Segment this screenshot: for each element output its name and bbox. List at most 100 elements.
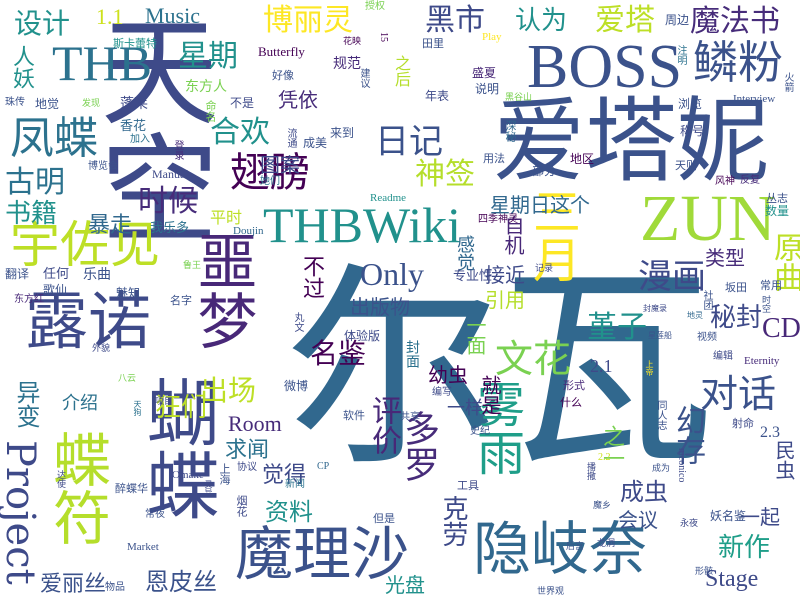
word-youchong: 幼虫	[428, 363, 468, 387]
word-xianghua: 香花	[120, 119, 147, 134]
word-fengmian: 封面	[404, 340, 420, 368]
word-shengxia: 盛夏	[472, 66, 497, 80]
word-wuyu: 雾雨	[468, 380, 524, 476]
word-tianze: 天则	[675, 159, 697, 172]
word-fengdie: 凤蝶	[10, 113, 98, 164]
word-shuliang: 数量	[765, 204, 790, 218]
word-jianyi: 建议	[358, 68, 369, 88]
word-minchong: 民虫	[772, 440, 796, 480]
word-lingyi: 灵异	[204, 480, 213, 496]
word-chubanwu: 出版物	[350, 295, 410, 319]
word-fanfu: 反复	[740, 175, 760, 186]
word-sikaleite: 斯卡蕾特	[113, 37, 157, 50]
word-jiejin: 接近	[485, 263, 525, 287]
word-gongxiang: 共享	[400, 412, 420, 423]
word-tuan: 图案	[260, 153, 300, 177]
word-molisha: 魔理沙	[235, 520, 410, 588]
word-liulan: 浏览	[678, 97, 703, 111]
word-luwang: 鲁王	[183, 261, 202, 271]
word-huaying: 花映	[343, 37, 362, 47]
word-pingyi: 凭依	[278, 88, 318, 112]
word-niconico: niconico	[676, 448, 687, 483]
word-shihou: 时候	[138, 184, 198, 219]
word-bosa: 播撒	[585, 462, 595, 480]
word-hehuan: 合欢	[210, 115, 270, 150]
word-zhuming: 注明	[675, 45, 686, 65]
word-meizhi: 魅知	[116, 286, 141, 300]
word-2-1: 2.1	[590, 356, 613, 376]
word-jinzi: 堇子	[587, 310, 647, 345]
word-tiyanban: 体验版	[344, 329, 381, 343]
word-guangpan: 光盘	[385, 573, 425, 597]
word-readme: Readme	[370, 192, 407, 204]
word-yimian: 一面	[463, 315, 487, 355]
word-duoluo: 多罗	[398, 410, 439, 482]
word-sheming: 射命	[732, 417, 754, 430]
word-yinyong: 引用	[485, 288, 525, 312]
word-riji: 日记	[375, 122, 443, 162]
word-chengwei: 成为	[652, 464, 671, 474]
word-xinghai: 形骸	[695, 567, 714, 577]
word-diqu: 地区	[570, 152, 595, 166]
word-wenhua: 文花	[495, 337, 572, 381]
word-renhe: 任何	[43, 267, 70, 282]
word-kelao: 克劳	[438, 495, 468, 547]
word-lequ: 乐曲	[83, 267, 111, 283]
word-jiaru: 加入	[130, 134, 150, 145]
word-market: Market	[127, 541, 159, 553]
word-waimao: 外貌	[92, 344, 111, 354]
word-2-3: 2.3	[760, 424, 780, 441]
word-guming: 古明	[5, 165, 65, 200]
word-sijishenling: 四季神灵	[478, 214, 518, 225]
word-aitani: 爱塔妮	[493, 88, 770, 195]
word-omake: Omake	[172, 469, 204, 481]
word-mofashu: 魔法书	[690, 4, 780, 39]
word-dijue: 地觉	[35, 97, 60, 111]
word-enpisi: 恩皮丝	[145, 568, 217, 596]
word-mingjian: 名鉴	[310, 337, 367, 370]
word-jilu: 记录	[535, 264, 554, 274]
word-changyong: 常用	[760, 279, 782, 292]
word-dashi: 达使	[55, 470, 65, 488]
word-room: Room	[228, 411, 282, 436]
word-yuzuojian: 宇佐见	[10, 216, 160, 274]
word-shiji: 史纪	[470, 426, 490, 437]
word-qiuwen: 求闻	[225, 438, 270, 463]
word-yongye: 永夜	[680, 519, 699, 529]
word-hudie: 蝴蝶	[134, 375, 219, 521]
word-dongfangren: 东方人	[185, 79, 227, 95]
word-stage: Stage	[705, 566, 759, 592]
word-ziliao: 资料	[265, 498, 313, 526]
word-xinwen: 新闻	[285, 479, 305, 490]
word-manual: Manual	[152, 167, 189, 181]
word-bufen: 部分	[532, 164, 557, 178]
word-zhiyi: 之一	[599, 425, 624, 469]
word-huancun: 幻存	[670, 405, 705, 465]
word-tongrenzhi: 同人志	[655, 400, 666, 430]
word-renyao: 人妖	[9, 45, 34, 89]
word-shetuan: 社团	[701, 290, 712, 310]
word-congzhi: 丛志	[766, 192, 788, 205]
word-sheji: 设计	[14, 7, 71, 40]
word-mifeng: 秘封	[710, 303, 763, 333]
word-xinzuo: 新作	[718, 533, 771, 563]
word-shouquan: 授权	[365, 1, 385, 12]
word-jieshao: 介绍	[62, 393, 98, 414]
word-fanyi: 翻译	[5, 267, 30, 281]
word-zhoubian: 周边	[665, 13, 690, 27]
word-baozou: 暴走	[88, 213, 133, 238]
word-yibian: 异变	[12, 380, 40, 428]
word-interview: Interview	[733, 93, 776, 105]
word-weibo: 微博	[284, 379, 309, 393]
word-shanghai: 上海	[218, 463, 231, 485]
word-chibang: 翅膀	[230, 150, 310, 196]
word-leixing: 类型	[705, 246, 745, 270]
word-dongfanghong: 东方红	[14, 294, 44, 305]
word-bantian: 坂田	[725, 281, 747, 294]
word-zuidiehua: 醉蝶华	[115, 482, 148, 495]
word-2-2: 2.2	[598, 452, 611, 463]
word-diefu: 蝶符	[43, 430, 111, 546]
word-heishi: 黑市	[425, 3, 485, 38]
word-renwei: 认为	[515, 6, 568, 36]
